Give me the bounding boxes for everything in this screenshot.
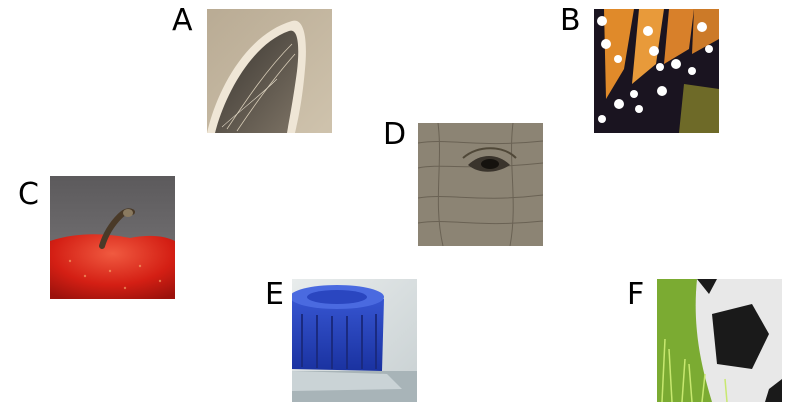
label-d: D: [383, 120, 406, 150]
tile-animal-ear: [207, 9, 332, 133]
tile-elephant-eye: [418, 123, 543, 246]
label-f: F: [627, 280, 644, 310]
label-e: E: [265, 280, 284, 310]
tile-soccer-ball: [657, 279, 782, 402]
tile-butterfly-wing: [594, 9, 719, 133]
tile-bottle-cap: [292, 279, 417, 402]
label-c: C: [18, 180, 39, 210]
label-b: B: [560, 6, 581, 36]
label-a: A: [172, 6, 193, 36]
tile-apple-stem: [50, 176, 175, 299]
